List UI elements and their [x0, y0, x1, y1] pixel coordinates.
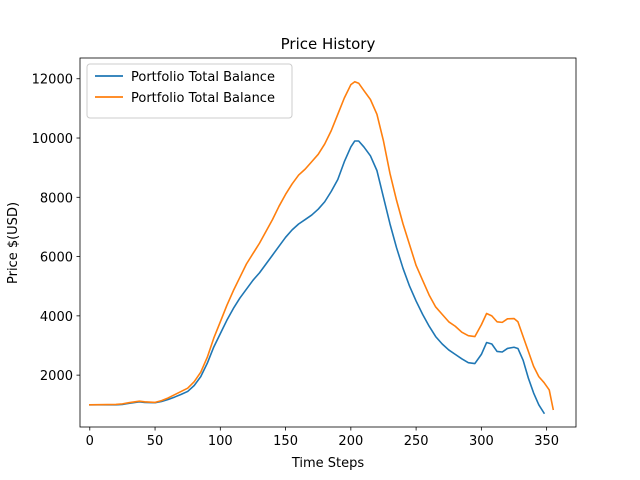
x-tick-label: 200	[338, 434, 363, 449]
x-axis: 0 50 100 150 200 250 300 350	[86, 427, 559, 449]
legend: Portfolio Total Balance Portfolio Total B…	[86, 63, 293, 119]
series-line-1	[88, 140, 546, 415]
y-tick-label: 6000	[40, 251, 73, 266]
legend-box	[86, 63, 293, 119]
y-tick-label: 12000	[32, 73, 73, 88]
series-line-2	[88, 80, 555, 411]
x-tick-label: 0	[86, 434, 94, 449]
y-axis: 2000 4000 6000 8000 10000 12000	[32, 73, 80, 384]
y-tick-label: 2000	[40, 369, 73, 384]
plot-area	[79, 57, 577, 428]
y-axis-label: Price $(USD)	[6, 202, 21, 284]
legend-label-2: Portfolio Total Balance	[131, 91, 275, 106]
x-axis-label: Time Steps	[291, 456, 365, 471]
y-tick-label: 4000	[40, 310, 73, 325]
x-tick-label: 300	[469, 434, 494, 449]
x-tick-label: 150	[273, 434, 298, 449]
x-tick-label: 100	[208, 434, 233, 449]
x-tick-label: 50	[147, 434, 164, 449]
legend-label-1: Portfolio Total Balance	[131, 70, 275, 85]
plot-frame	[79, 57, 577, 428]
y-tick-label: 8000	[40, 191, 73, 206]
x-tick-label: 250	[404, 434, 429, 449]
x-tick-label: 350	[534, 434, 559, 449]
chart-title: Price History	[281, 35, 376, 53]
y-tick-label: 10000	[32, 132, 73, 147]
